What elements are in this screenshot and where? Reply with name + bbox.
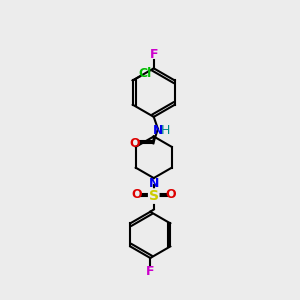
Text: O: O xyxy=(131,188,142,201)
Text: N: N xyxy=(153,124,164,137)
Text: H: H xyxy=(160,124,170,137)
Text: F: F xyxy=(146,265,154,278)
Text: O: O xyxy=(166,188,176,201)
Text: F: F xyxy=(149,48,158,62)
Text: O: O xyxy=(130,137,140,150)
Text: N: N xyxy=(148,177,159,190)
Text: Cl: Cl xyxy=(139,67,152,80)
Text: S: S xyxy=(149,189,159,203)
